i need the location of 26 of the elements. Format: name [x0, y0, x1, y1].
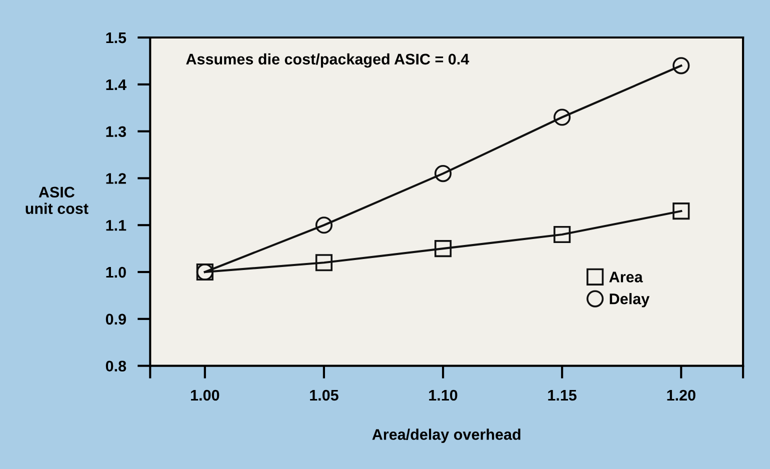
point	[554, 108, 571, 126]
x-tick-label: 1.15	[548, 390, 577, 401]
y-tick-label: 1.2	[106, 173, 126, 184]
y-tick-label: 0.8	[106, 360, 126, 372]
point	[672, 202, 690, 220]
y-tick-label: 1.0	[106, 266, 126, 278]
point	[672, 57, 690, 74]
y-tick-label: 0.9	[106, 314, 126, 325]
x-axis-title: Area/delay overhead	[372, 428, 520, 443]
y-tick-label: 1.4	[106, 79, 126, 90]
point	[315, 254, 333, 272]
x-tick-label: 1.10	[429, 390, 458, 401]
y-tick-label: 1.3	[106, 126, 126, 138]
y-tick-label: 1.1	[106, 220, 126, 231]
x-tick-label: 1.20	[667, 390, 696, 401]
y-tick-label: 1.5	[106, 32, 126, 44]
x-tick-label: 1.05	[310, 390, 338, 401]
legend-label: Delay	[610, 293, 650, 308]
x-tick-label: 1.00	[191, 390, 220, 401]
point	[554, 226, 571, 244]
annotation: Assumes die cost/packaged ASIC = 0.4	[186, 53, 470, 68]
legend-label: Area	[609, 272, 643, 282]
y-axis-title: ASIC unit cost	[26, 186, 88, 214]
point	[434, 164, 452, 182]
point	[434, 240, 452, 258]
point	[315, 216, 333, 234]
